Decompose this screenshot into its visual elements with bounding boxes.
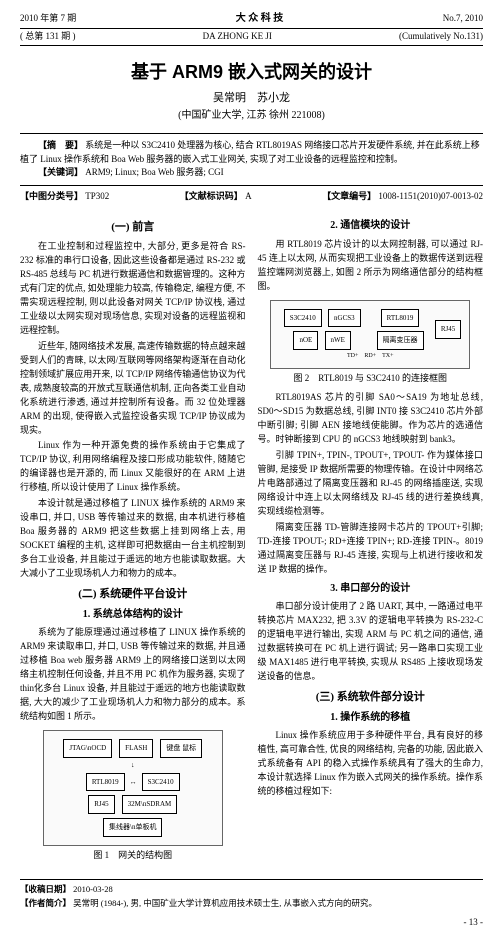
author-bio-line: 【作者简介】 吴常明 (1984-), 男, 中国矿业大学计算机应用技术硕士生,… xyxy=(20,898,483,910)
d1-box-sdram: 32M\nSDRAM xyxy=(122,795,178,814)
d2-nwe: nWE xyxy=(325,331,351,350)
s2-right-p4: 隔离变压器 TD-管脚连接网卡芯片的 TPOUT+引脚; TD-连接 TPOUT… xyxy=(258,521,484,577)
d1-box-flash: FLASH xyxy=(119,739,153,758)
header-bottom: ( 总第 131 期 ) DA ZHONG KE JI (Cumulativel… xyxy=(20,30,483,46)
d1-box-hub: 集线器\n单板机 xyxy=(103,818,162,837)
abstract-box: 【摘 要】 系统是一种以 S3C2410 处理器为核心, 结合 RTL8019A… xyxy=(20,133,483,186)
header-center-top: 大 众 科 技 xyxy=(236,12,284,26)
figure-1: JTAG\nOCD FLASH 键盘 鼠标 ↓ RTL8019 ↔ S3C241… xyxy=(20,730,246,863)
fig2-caption: 图 2 RTL8019 与 S3C2410 的连接框图 xyxy=(258,372,484,386)
d1-box-rtl: RTL8019 xyxy=(86,773,125,792)
d2-trans: 隔离变压器 xyxy=(377,331,424,350)
diagram-1: JTAG\nOCD FLASH 键盘 鼠标 ↓ RTL8019 ↔ S3C241… xyxy=(43,730,223,846)
abstract-label: 【摘 要】 xyxy=(38,140,83,150)
abstract-line: 【摘 要】 系统是一种以 S3C2410 处理器为核心, 结合 RTL8019A… xyxy=(20,139,483,166)
s1-p1: 在工业控制和过程监控中, 大部分, 更多是符合 RS-232 标准的串行口设备,… xyxy=(20,240,246,338)
right-column: 2. 通信模块的设计 用 RTL8019 芯片设计的以太网控制器, 可以通过 R… xyxy=(258,214,484,869)
abstract-text: 系统是一种以 S3C2410 处理器为核心, 结合 RTL8019AS 网络接口… xyxy=(20,140,480,164)
received-label: 【收稿日期】 xyxy=(20,884,71,894)
left-column: (一) 前言 在工业控制和过程监控中, 大部分, 更多是符合 RS-232 标准… xyxy=(20,214,246,869)
d2-right-group: RJ45 xyxy=(433,318,463,341)
header-left-top: 2010 年第 7 期 xyxy=(20,12,76,26)
class-no: 【中图分类号】 TP302 xyxy=(20,190,109,203)
page-number: - 13 - xyxy=(20,916,483,929)
d1-box-jtag: JTAG\nOCD xyxy=(63,739,112,758)
d2-sig-tx: TX+ xyxy=(382,352,393,361)
d1-box-rj45: RJ45 xyxy=(88,795,114,814)
d2-sig-rd: RD+ xyxy=(364,352,376,361)
d2-rtl: RTL8019 xyxy=(381,309,420,328)
s1-p3: Linux 作为一种开源免费的操作系统由于它集成了 TCP/IP 协议, 利用网… xyxy=(20,439,246,495)
author-bio-label: 【作者简介】 xyxy=(20,898,71,908)
diagram-2: S3C2410 nGCS3 nOE nWE RTL8019 隔离变压器 RJ45 xyxy=(270,300,470,369)
s2-heading: 1. 系统总体结构的设计 xyxy=(20,607,246,623)
s2-p1: 系统为了能原理通过通过移植了 LINUX 操作系统的 ARM9 来读取串口, 并… xyxy=(20,626,246,724)
page-container: 2010 年第 7 期 大 众 科 技 No.7, 2010 ( 总第 131 … xyxy=(0,0,503,940)
s2-s3-heading: 3. 串口部分的设计 xyxy=(258,581,484,597)
s2-right-heading: 2. 通信模块的设计 xyxy=(258,218,484,234)
d1-box-kb: 键盘 鼠标 xyxy=(160,739,202,758)
s1-p2: 近些年, 随网络技术发展, 高速传输数据的特点越来越受到人们的青睐, 以太网/互… xyxy=(20,340,246,438)
author-bio: 吴常明 (1984-), 男, 中国矿业大学计算机应用技术硕士生, 从事嵌入式方… xyxy=(73,898,377,908)
s2-right-p1: 用 RTL8019 芯片设计的以太网控制器, 可以通过 RJ-45 连上以太网,… xyxy=(258,238,484,294)
authors: 吴常明 苏小龙 xyxy=(20,91,483,106)
classification-row: 【中图分类号】 TP302 【文献标识码】 A 【文章编号】 1008-1151… xyxy=(20,186,483,207)
header-left-bottom: ( 总第 131 期 ) xyxy=(20,30,76,43)
keywords-line: 【关键词】 ARM9; Linux; Boa Web 服务器; CGI xyxy=(20,166,483,180)
d2-left-group: S3C2410 nGCS3 nOE nWE xyxy=(277,307,367,353)
d2-ngcs3: nGCS3 xyxy=(328,309,361,328)
figure-2: S3C2410 nGCS3 nOE nWE RTL8019 隔离变压器 RJ45 xyxy=(258,300,484,386)
d2-s3c: S3C2410 xyxy=(284,309,322,328)
keywords-text: ARM9; Linux; Boa Web 服务器; CGI xyxy=(85,167,223,177)
fig1-caption: 图 1 网关的结构图 xyxy=(20,849,246,863)
arrow-icon: ↓ xyxy=(131,760,135,771)
keywords-label: 【关键词】 xyxy=(38,167,83,177)
d2-rj45: RJ45 xyxy=(435,320,461,339)
d2-sig-td: TD+ xyxy=(347,352,358,361)
article-no: 【文章编号】 1008-1151(2010)07-0013-02 xyxy=(322,190,483,203)
section2-title: (二) 系统硬件平台设计 xyxy=(20,586,246,603)
header-top: 2010 年第 7 期 大 众 科 技 No.7, 2010 xyxy=(20,12,483,29)
d2-mid-group: RTL8019 隔离变压器 xyxy=(370,307,430,353)
section3-title: (三) 系统软件部分设计 xyxy=(258,689,484,706)
affiliation: (中国矿业大学, 江苏 徐州 221008) xyxy=(20,109,483,123)
footer: 【收稿日期】 2010-03-28 【作者简介】 吴常明 (1984-), 男,… xyxy=(20,879,483,910)
section1-title: (一) 前言 xyxy=(20,219,246,236)
received-line: 【收稿日期】 2010-03-28 xyxy=(20,884,483,896)
s1-p4: 本设计就是通过移植了 LINUX 操作系统的 ARM9 来设串口, 并口, US… xyxy=(20,497,246,581)
received-date: 2010-03-28 xyxy=(73,884,113,894)
doc-code: 【文献标识码】 A xyxy=(180,190,252,203)
s2-right-p3: 引脚 TPIN+, TPIN-, TPOUT+, TPOUT- 作为媒体接口管脚… xyxy=(258,449,484,519)
arrow-icon: ↔ xyxy=(130,777,137,788)
header-right-top: No.7, 2010 xyxy=(443,12,483,26)
s3-p1: Linux 操作系统应用于多种硬件平台, 具有良好的移植性, 高可靠合性, 优良… xyxy=(258,729,484,799)
s2-s3-p1: 串口部分设计使用了 2 路 UART, 其中, 一路通过电平转换芯片 MAX23… xyxy=(258,600,484,684)
s2-right-p2: RTL8019AS 芯片的引脚 SA0～SA19 为地址总线, SD0～SD15… xyxy=(258,391,484,447)
two-column-layout: (一) 前言 在工业控制和过程监控中, 大部分, 更多是符合 RS-232 标准… xyxy=(20,214,483,869)
d1-box-s3c: S3C2410 xyxy=(142,773,180,792)
article-title: 基于 ARM9 嵌入式网关的设计 xyxy=(20,60,483,85)
d2-noe: nOE xyxy=(293,331,318,350)
header-center-bottom: DA ZHONG KE JI xyxy=(203,30,272,43)
header-right-bottom: (Cumulatively No.131) xyxy=(399,30,483,43)
